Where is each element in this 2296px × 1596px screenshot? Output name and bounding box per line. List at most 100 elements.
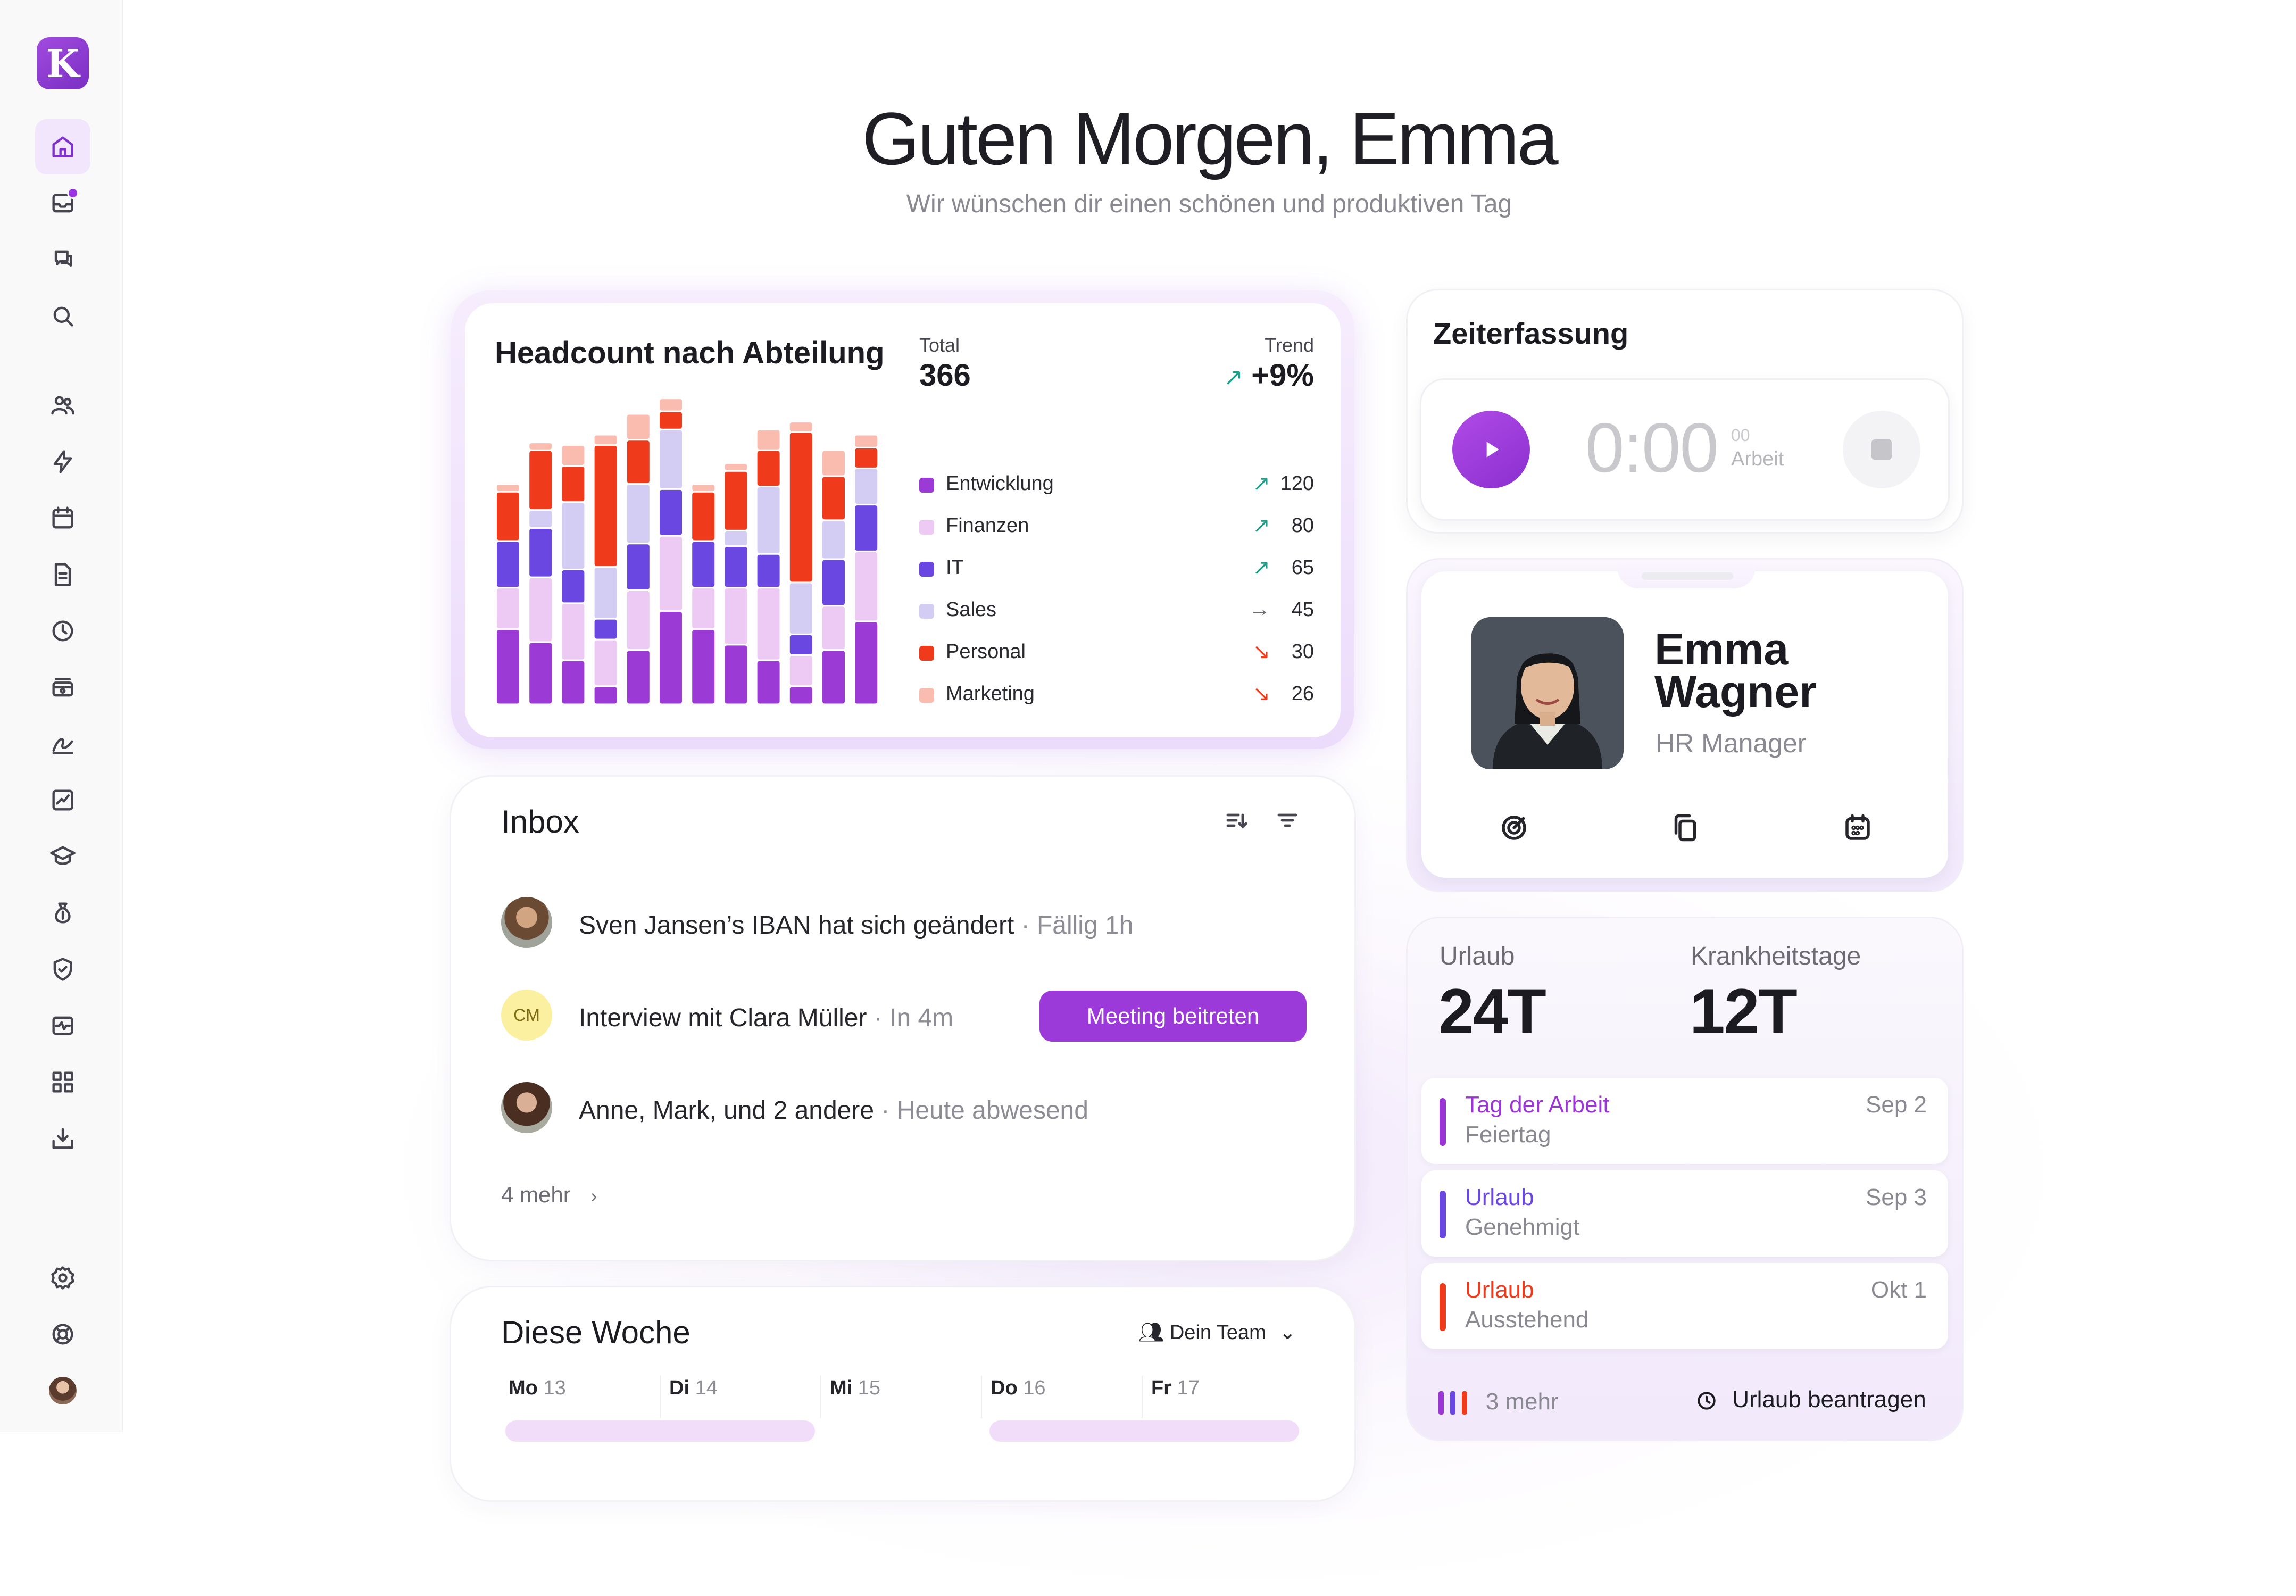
bar-segment[interactable] bbox=[725, 588, 747, 644]
bar-segment[interactable] bbox=[660, 399, 682, 411]
bar-segment[interactable] bbox=[660, 412, 682, 429]
bar-segment[interactable] bbox=[660, 536, 682, 610]
app-logo[interactable]: K bbox=[37, 37, 89, 89]
bar-segment[interactable] bbox=[627, 485, 650, 543]
filter-icon[interactable] bbox=[1275, 808, 1300, 836]
download-icon[interactable] bbox=[35, 1111, 90, 1166]
bar-segment[interactable] bbox=[725, 547, 747, 587]
health-icon[interactable] bbox=[35, 998, 90, 1053]
bar-segment[interactable] bbox=[789, 687, 812, 704]
bar-segment[interactable] bbox=[562, 570, 585, 603]
people-icon[interactable] bbox=[35, 378, 90, 433]
bar-segment[interactable] bbox=[822, 560, 845, 605]
user-avatar[interactable] bbox=[49, 1377, 77, 1404]
bar-segment[interactable] bbox=[562, 604, 585, 660]
leave-item[interactable]: Tag der Arbeit Feiertag Sep 2 bbox=[1421, 1078, 1948, 1164]
bar-segment[interactable] bbox=[692, 485, 715, 491]
bar-segment[interactable] bbox=[627, 414, 650, 439]
bar-segment[interactable] bbox=[594, 568, 617, 618]
bar-segment[interactable] bbox=[822, 521, 845, 559]
inbox-more-link[interactable]: 4 mehr › bbox=[501, 1182, 597, 1208]
bar-segment[interactable] bbox=[627, 651, 650, 704]
apps-icon[interactable] bbox=[35, 1054, 90, 1110]
bar-segment[interactable] bbox=[692, 542, 715, 587]
calendar-event[interactable] bbox=[505, 1420, 815, 1442]
bar-segment[interactable] bbox=[627, 544, 650, 589]
money-bag-icon[interactable] bbox=[35, 885, 90, 941]
day-column[interactable]: Fr 17 bbox=[1151, 1377, 1200, 1400]
bar-segment[interactable] bbox=[497, 485, 519, 491]
bar-segment[interactable] bbox=[594, 435, 617, 445]
join-meeting-button[interactable]: Meeting beitreten bbox=[1039, 991, 1307, 1042]
bar-segment[interactable] bbox=[757, 430, 780, 450]
leave-item[interactable]: Urlaub Genehmigt Sep 3 bbox=[1421, 1170, 1948, 1257]
bar-segment[interactable] bbox=[692, 630, 715, 704]
day-column[interactable]: Mo 13 bbox=[509, 1377, 566, 1400]
bar-segment[interactable] bbox=[627, 440, 650, 484]
bar-segment[interactable] bbox=[660, 430, 682, 488]
bar-segment[interactable] bbox=[529, 578, 552, 642]
target-icon[interactable] bbox=[1494, 808, 1534, 848]
day-column[interactable]: Mi 15 bbox=[830, 1377, 880, 1400]
request-leave-button[interactable]: Urlaub beantragen bbox=[1695, 1386, 1926, 1413]
signature-icon[interactable] bbox=[35, 716, 90, 771]
bar-segment[interactable] bbox=[529, 643, 552, 704]
bar-segment[interactable] bbox=[855, 505, 878, 551]
graduation-icon[interactable] bbox=[35, 829, 90, 884]
bar-segment[interactable] bbox=[725, 471, 747, 530]
drag-handle[interactable] bbox=[1642, 572, 1733, 580]
bar-segment[interactable] bbox=[562, 503, 585, 569]
settings-icon[interactable] bbox=[35, 1250, 90, 1306]
team-filter-dropdown[interactable]: 👥︎ Dein Team ⌄ bbox=[1138, 1320, 1296, 1344]
lightning-icon[interactable] bbox=[35, 434, 90, 489]
bar-segment[interactable] bbox=[725, 531, 747, 546]
home-icon[interactable] bbox=[35, 119, 90, 174]
bar-segment[interactable] bbox=[594, 619, 617, 639]
sort-icon[interactable] bbox=[1224, 808, 1249, 836]
help-icon[interactable] bbox=[35, 1307, 90, 1362]
calendar-icon[interactable] bbox=[1837, 808, 1878, 848]
bar-segment[interactable] bbox=[692, 588, 715, 629]
bar-segment[interactable] bbox=[497, 630, 519, 704]
bar-segment[interactable] bbox=[822, 606, 845, 650]
bar-segment[interactable] bbox=[692, 492, 715, 541]
bar-segment[interactable] bbox=[660, 489, 682, 535]
bar-segment[interactable] bbox=[529, 510, 552, 527]
bar-segment[interactable] bbox=[497, 588, 519, 629]
bar-segment[interactable] bbox=[594, 687, 617, 704]
bar-segment[interactable] bbox=[529, 451, 552, 509]
bar-segment[interactable] bbox=[789, 433, 812, 582]
bar-segment[interactable] bbox=[822, 651, 845, 704]
bar-segment[interactable] bbox=[562, 661, 585, 704]
bar-segment[interactable] bbox=[855, 552, 878, 621]
bar-segment[interactable] bbox=[757, 661, 780, 704]
bar-segment[interactable] bbox=[562, 446, 585, 465]
bar-segment[interactable] bbox=[757, 554, 780, 587]
bar-segment[interactable] bbox=[757, 451, 780, 486]
bar-segment[interactable] bbox=[789, 655, 812, 686]
bar-segment[interactable] bbox=[529, 443, 552, 450]
bar-segment[interactable] bbox=[627, 591, 650, 650]
bar-segment[interactable] bbox=[757, 588, 780, 660]
bar-segment[interactable] bbox=[725, 464, 747, 470]
chart-icon[interactable] bbox=[35, 772, 90, 828]
calendar-icon[interactable] bbox=[35, 491, 90, 546]
bar-segment[interactable] bbox=[855, 622, 878, 704]
bar-segment[interactable] bbox=[855, 469, 878, 504]
chat-icon[interactable] bbox=[35, 232, 90, 287]
leave-item[interactable]: Urlaub Ausstehend Okt 1 bbox=[1421, 1263, 1948, 1349]
bar-segment[interactable] bbox=[757, 487, 780, 553]
leave-more-link[interactable]: 3 mehr bbox=[1438, 1389, 1559, 1415]
inbox-icon[interactable] bbox=[35, 176, 90, 231]
copy-icon[interactable] bbox=[1665, 808, 1706, 848]
bar-segment[interactable] bbox=[789, 583, 812, 634]
bar-segment[interactable] bbox=[594, 640, 617, 686]
day-column[interactable]: Di 14 bbox=[669, 1377, 718, 1400]
bar-segment[interactable] bbox=[855, 435, 878, 447]
bar-segment[interactable] bbox=[562, 467, 585, 502]
bar-segment[interactable] bbox=[789, 422, 812, 431]
bar-segment[interactable] bbox=[497, 542, 519, 587]
bar-segment[interactable] bbox=[725, 645, 747, 704]
play-button[interactable] bbox=[1452, 411, 1530, 488]
bar-segment[interactable] bbox=[497, 492, 519, 541]
